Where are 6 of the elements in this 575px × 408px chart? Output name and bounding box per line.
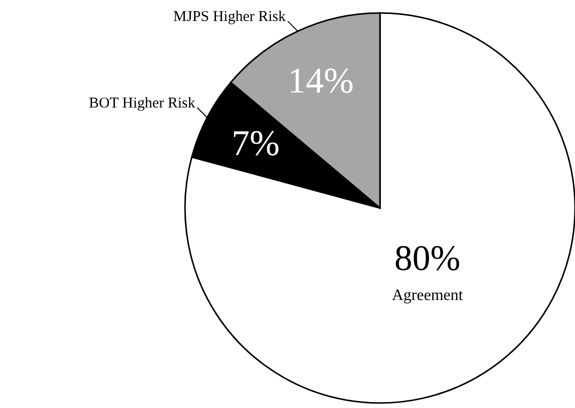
data-label: 14% — [288, 60, 354, 101]
data-label: 7% — [232, 122, 280, 163]
slice-label: BOT Higher Risk — [88, 96, 196, 112]
data-label: 80% — [394, 238, 460, 278]
slice-label: Agreement — [392, 286, 464, 304]
slice-label: MJPS Higher Risk — [173, 9, 286, 26]
